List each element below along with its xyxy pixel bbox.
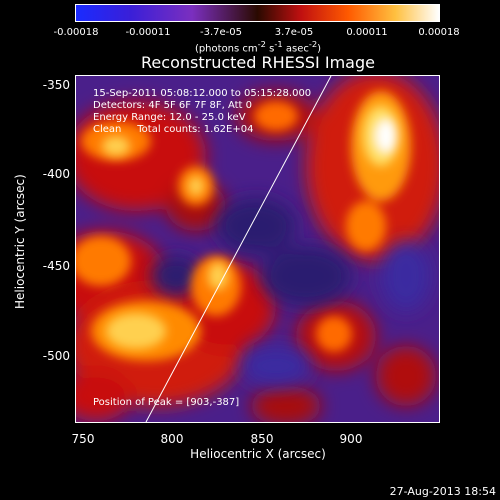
x-tick: 850: [250, 432, 274, 446]
colorbar-gradient: [76, 5, 439, 21]
plot-title: Reconstructed RHESSI Image: [141, 53, 375, 72]
flux-map: [76, 76, 439, 422]
colorbar-tick: 0.00011: [346, 27, 388, 38]
colorbar-tick: -0.00011: [125, 27, 171, 38]
colorbar-tick: 3.7e-05: [274, 27, 314, 38]
x-tick: 900: [339, 432, 363, 446]
colorbar-tick: 0.00018: [418, 27, 460, 38]
colorbar-tick: -0.00018: [53, 27, 99, 38]
x-axis-label: Heliocentric X (arcsec): [190, 447, 326, 461]
y-tick: -400: [42, 167, 70, 181]
time-range: 15-Sep-2011 05:08:12.000 to 05:15:28.000: [93, 88, 312, 99]
detectors: Detectors: 4F 5F 6F 7F 8F, Att 0: [93, 100, 253, 111]
limb-line: [145, 76, 332, 422]
x-tick: 750: [71, 432, 95, 446]
colorbar-unit: (photons cm-2 s-1 asec-2): [194, 39, 322, 55]
y-axis-label: Heliocentric Y (arcsec): [13, 174, 27, 309]
peak-position: Position of Peak = [903,-387]: [93, 397, 240, 408]
y-tick: -350: [42, 78, 70, 92]
rhessi-image: [75, 75, 440, 423]
colorbar-tick: -3.7e-05: [200, 27, 242, 38]
energy-range: Energy Range: 12.0 - 25.0 keV: [93, 112, 246, 123]
y-tick: -500: [42, 349, 70, 363]
y-tick: -450: [42, 259, 70, 273]
x-tick: 800: [160, 432, 184, 446]
colorbar: [75, 4, 440, 22]
footer-date: 27-Aug-2013 18:54: [389, 485, 496, 498]
algorithm-counts: Clean Total counts: 1.62E+04: [93, 124, 254, 135]
